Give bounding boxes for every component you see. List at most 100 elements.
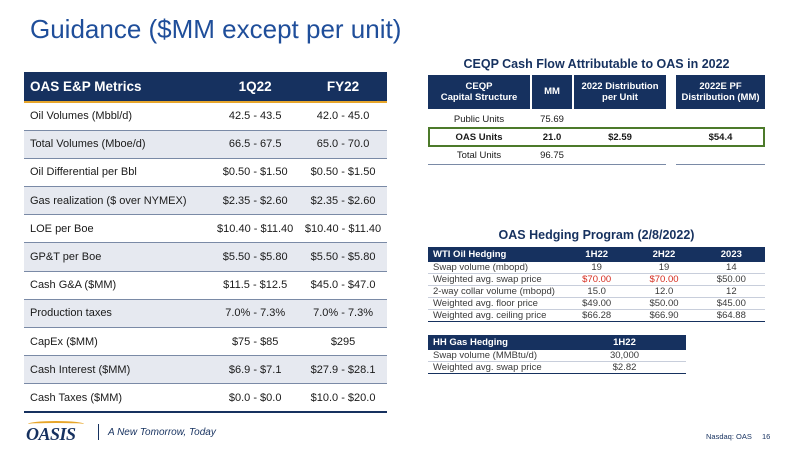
wti-cell: 12 bbox=[697, 285, 765, 298]
metrics-cell: $295 bbox=[299, 327, 387, 357]
wti-cell: 19 bbox=[563, 262, 631, 274]
wti-header: 2023 bbox=[697, 247, 765, 262]
wti-cell: Swap volume (mbopd) bbox=[428, 262, 563, 274]
metrics-row: CapEx ($MM) $75 - $85 $295 bbox=[24, 327, 387, 357]
wti-row: Weighted avg. swap price $70.00 $70.00 $50.… bbox=[428, 273, 765, 286]
wti-cell: $66.90 bbox=[630, 309, 698, 322]
logo-swoosh-icon bbox=[28, 421, 84, 427]
metrics-header: OAS E&P Metrics bbox=[24, 72, 212, 103]
metrics-cell: Cash Interest ($MM) bbox=[24, 355, 212, 385]
metrics-cell: Oil Volumes (Mbbl/d) bbox=[24, 102, 212, 131]
footer-ticker: Nasdaq: OAS bbox=[706, 432, 752, 441]
metrics-cell: CapEx ($MM) bbox=[24, 327, 212, 357]
metrics-cell: Oil Differential per Bbl bbox=[24, 158, 212, 188]
cashflow-row: Public Units 75.69 bbox=[428, 111, 765, 128]
metrics-cell: $75 - $85 bbox=[211, 327, 300, 357]
metrics-row: LOE per Boe $10.40 - $11.40 $10.40 - $11.4… bbox=[24, 214, 387, 244]
metrics-row: Gas realization ($ over NYMEX) $2.35 - $2… bbox=[24, 186, 387, 216]
metrics-cell: $2.35 - $2.60 bbox=[211, 186, 300, 216]
cashflow-header-mm: MM bbox=[532, 75, 572, 109]
wti-cell: Weighted avg. ceiling price bbox=[428, 309, 563, 322]
cashflow-row-oas: OAS Units 21.0 $2.59 $54.4 bbox=[428, 129, 765, 146]
wti-header: 1H22 bbox=[563, 247, 631, 262]
metrics-cell: $2.35 - $2.60 bbox=[299, 186, 387, 216]
header-line: CEQP bbox=[465, 80, 493, 92]
header-line: Capital Structure bbox=[440, 92, 518, 103]
cashflow-mm: 21.0 bbox=[542, 132, 562, 143]
wti-cell: $50.00 bbox=[697, 273, 765, 286]
cashflow-header-pf: 2022E PF Distribution (MM) bbox=[676, 75, 765, 109]
cashflow-label: Total Units bbox=[456, 150, 502, 161]
hh-cell: Weighted avg. swap price bbox=[428, 361, 563, 374]
wti-hedging-table: WTI Oil Hedging 1H22 2H22 2023 Swap volu… bbox=[428, 247, 765, 322]
oasis-logo: OASIS bbox=[26, 424, 76, 444]
wti-header-row: WTI Oil Hedging 1H22 2H22 2023 bbox=[428, 247, 765, 262]
metrics-table: OAS E&P Metrics 1Q22 FY22 Oil Volumes (M… bbox=[24, 72, 387, 414]
hh-cell: $2.82 bbox=[563, 361, 686, 374]
cashflow-mm: 75.69 bbox=[540, 114, 564, 125]
page-number: 16 bbox=[762, 432, 771, 441]
metrics-row: Total Volumes (Mboe/d) 66.5 - 67.5 65.0 - … bbox=[24, 130, 387, 159]
metrics-row: Production taxes 7.0% - 7.3% 7.0% - 7.3% bbox=[24, 299, 387, 329]
wti-header: WTI Oil Hedging bbox=[428, 247, 563, 262]
metrics-row: Oil Differential per Bbl $0.50 - $1.50 $0.… bbox=[24, 158, 387, 188]
metrics-cell: $45.0 - $47.0 bbox=[299, 271, 387, 300]
divider bbox=[676, 164, 765, 165]
metrics-cell: $10.40 - $11.40 bbox=[299, 214, 387, 244]
metrics-cell: $10.0 - $20.0 bbox=[299, 383, 387, 414]
hh-header: 1H22 bbox=[563, 335, 686, 350]
metrics-row: Cash Interest ($MM) $6.9 - $7.1 $27.9 - $2… bbox=[24, 355, 387, 385]
cashflow-row: Total Units 96.75 bbox=[428, 147, 765, 164]
cashflow-dist: $2.59 bbox=[608, 132, 632, 143]
hh-hedging-table: HH Gas Hedging 1H22 Swap volume (MMBtu/d… bbox=[428, 335, 686, 374]
metrics-row: Oil Volumes (Mbbl/d) 42.5 - 43.5 42.0 - 45… bbox=[24, 102, 387, 131]
cashflow-label: OAS Units bbox=[455, 132, 503, 143]
header-line: per Unit bbox=[602, 92, 638, 103]
hh-header: HH Gas Hedging bbox=[428, 335, 563, 350]
hedging-title: OAS Hedging Program (2/8/2022) bbox=[498, 228, 695, 242]
metrics-cell: LOE per Boe bbox=[24, 214, 212, 244]
hh-cell: Swap volume (MMBtu/d) bbox=[428, 350, 563, 362]
wti-cell: 12.0 bbox=[630, 285, 698, 298]
metrics-row: GP&T per Boe $5.50 - $5.80 $5.50 - $5.80 bbox=[24, 242, 387, 272]
wti-cell: 2-way collar volume (mbopd) bbox=[428, 285, 563, 298]
footer-tagline: A New Tomorrow, Today bbox=[108, 427, 216, 438]
wti-cell: Weighted avg. swap price bbox=[428, 273, 563, 286]
cashflow-header-dist: 2022 Distribution per Unit bbox=[574, 75, 666, 109]
metrics-cell: $11.5 - $12.5 bbox=[211, 271, 300, 300]
metrics-cell: $0.50 - $1.50 bbox=[211, 158, 300, 188]
hh-cell: 30,000 bbox=[563, 350, 686, 362]
metrics-cell: $27.9 - $28.1 bbox=[299, 355, 387, 385]
wti-row: Swap volume (mbopd) 19 19 14 bbox=[428, 262, 765, 274]
wti-cell: $70.00 bbox=[563, 273, 631, 286]
metrics-row: Cash Taxes ($MM) $0.0 - $0.0 $10.0 - $20.0 bbox=[24, 383, 387, 414]
wti-cell: 19 bbox=[630, 262, 698, 274]
hh-row: Weighted avg. swap price $2.82 bbox=[428, 361, 686, 374]
metrics-cell: $5.50 - $5.80 bbox=[211, 242, 300, 272]
wti-header: 2H22 bbox=[630, 247, 698, 262]
wti-cell: $64.88 bbox=[697, 309, 765, 322]
oas-units-highlight bbox=[428, 127, 765, 147]
wti-cell: $49.00 bbox=[563, 297, 631, 310]
wti-cell: $50.00 bbox=[630, 297, 698, 310]
metrics-row: Cash G&A ($MM) $11.5 - $12.5 $45.0 - $47.0 bbox=[24, 271, 387, 300]
wti-cell: $45.00 bbox=[697, 297, 765, 310]
metrics-cell: Total Volumes (Mboe/d) bbox=[24, 130, 212, 159]
hh-header-row: HH Gas Hedging 1H22 bbox=[428, 335, 686, 350]
cashflow-label: Public Units bbox=[453, 114, 505, 125]
header-line: 2022E PF bbox=[699, 80, 742, 92]
metrics-cell: 66.5 - 67.5 bbox=[211, 130, 300, 159]
cashflow-header-structure: CEQP Capital Structure bbox=[428, 75, 530, 109]
wti-cell: $70.00 bbox=[630, 273, 698, 286]
wti-cell: 14 bbox=[697, 262, 765, 274]
metrics-cell: $0.50 - $1.50 bbox=[299, 158, 387, 188]
metrics-header-row: OAS E&P Metrics 1Q22 FY22 bbox=[24, 72, 387, 103]
hh-row: Swap volume (MMBtu/d) 30,000 bbox=[428, 350, 686, 362]
cashflow-mm: 96.75 bbox=[540, 150, 564, 161]
page-title: Guidance ($MM except per unit) bbox=[30, 14, 402, 44]
divider bbox=[428, 164, 666, 165]
wti-row: 2-way collar volume (mbopd) 15.0 12.0 12 bbox=[428, 285, 765, 298]
metrics-cell: 42.5 - 43.5 bbox=[211, 102, 300, 131]
metrics-cell: $10.40 - $11.40 bbox=[211, 214, 300, 244]
metrics-cell: Gas realization ($ over NYMEX) bbox=[24, 186, 212, 216]
